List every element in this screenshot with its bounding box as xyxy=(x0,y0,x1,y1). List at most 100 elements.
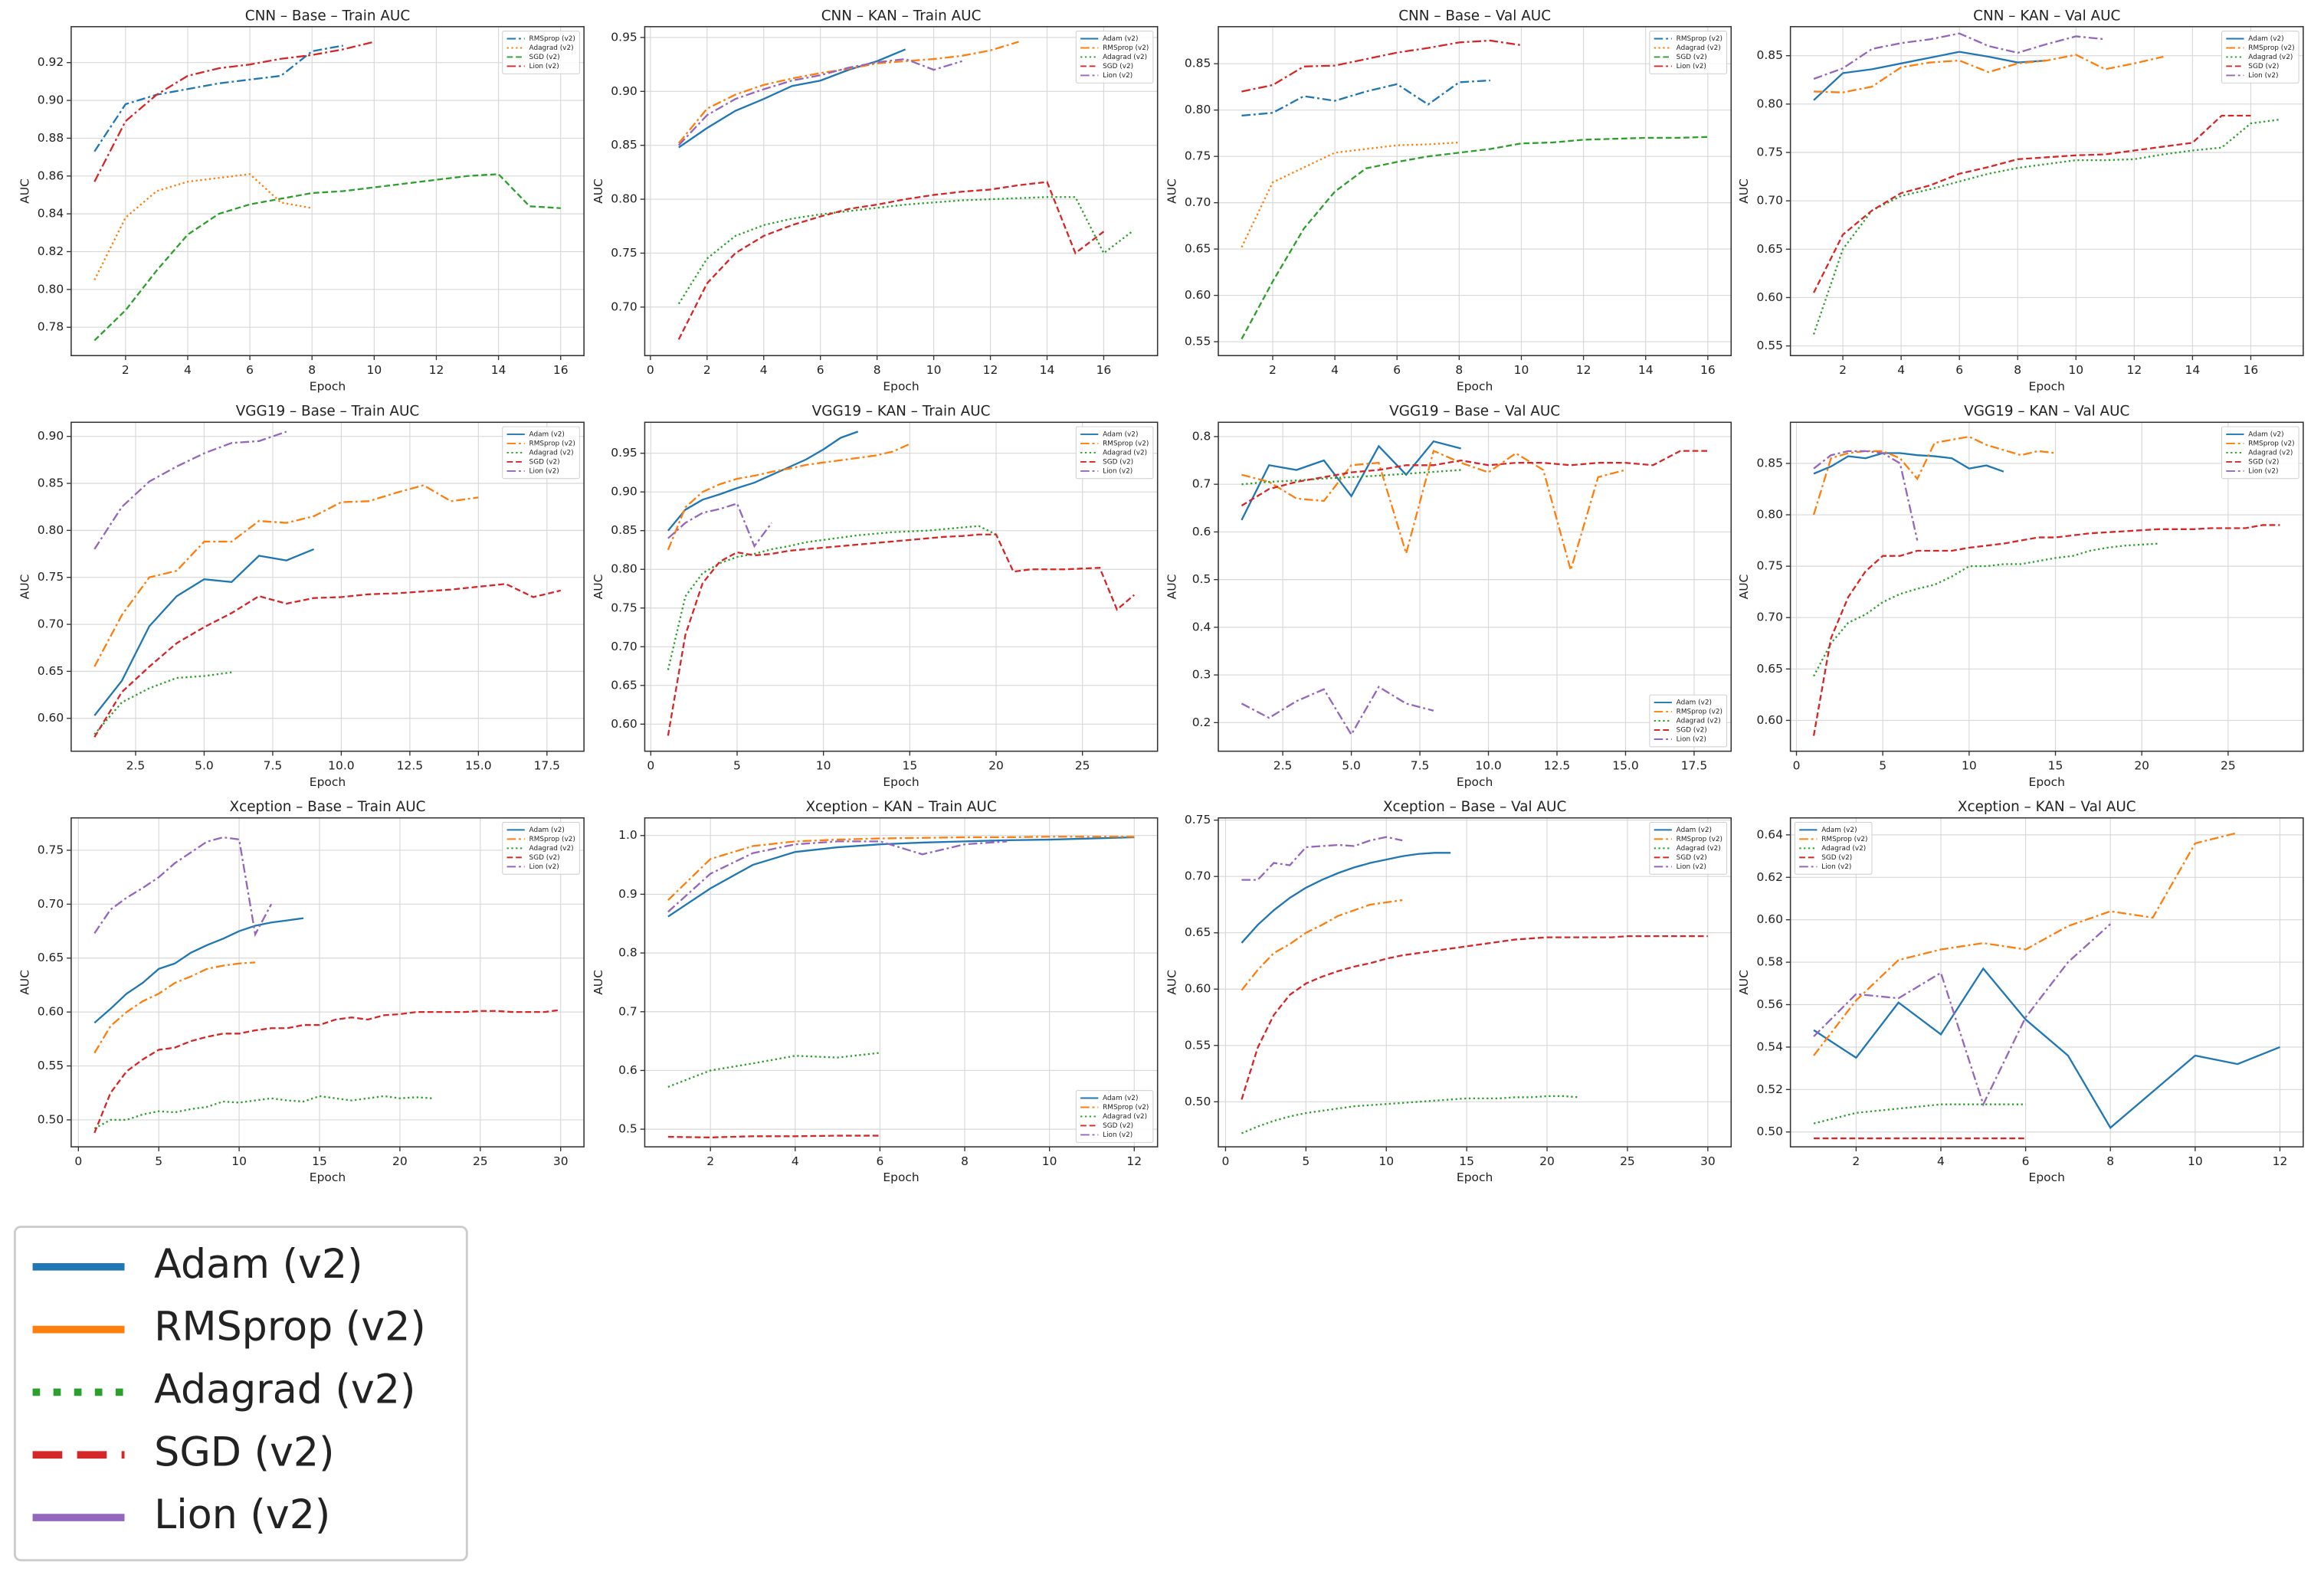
x-tick-label: 10 xyxy=(231,1154,247,1168)
y-tick-label: 0.75 xyxy=(611,601,637,614)
y-tick-label: 0.85 xyxy=(38,476,64,490)
legend-label: Lion (v2) xyxy=(1821,863,1851,871)
y-tick-label: 0.85 xyxy=(1185,57,1211,70)
y-tick-label: 0.8 xyxy=(1192,429,1211,443)
x-tick-label: 2 xyxy=(706,1154,714,1168)
series-line xyxy=(667,533,1136,736)
legend-label: Adam (v2) xyxy=(2248,35,2283,43)
series-line xyxy=(1813,114,2251,293)
x-tick-label: 30 xyxy=(553,1154,569,1168)
legend-label: Adagrad (v2) xyxy=(529,44,574,52)
legend-label: RMSprop (v2) xyxy=(529,836,575,843)
legend-label: Adam (v2) xyxy=(1103,1095,1138,1102)
x-tick-label: 5 xyxy=(1302,1154,1310,1168)
y-tick-label: 0.55 xyxy=(1757,339,1783,352)
legend-label: Adagrad (v2) xyxy=(1821,845,1866,853)
x-tick-label: 10 xyxy=(1042,1154,1057,1168)
x-axis-label: Epoch xyxy=(310,1170,346,1184)
y-axis-label: AUC xyxy=(18,575,31,600)
series-line xyxy=(677,41,1019,144)
x-tick-label: 16 xyxy=(1096,363,1112,377)
y-axis-label: AUC xyxy=(18,178,31,204)
x-tick-label: 10 xyxy=(816,759,831,773)
main-legend-label: Lion (v2) xyxy=(154,1492,330,1538)
legend-box xyxy=(2221,426,2299,480)
x-tick-label: 4 xyxy=(1897,363,1905,377)
y-tick-label: 0.80 xyxy=(38,523,64,537)
series-line xyxy=(1813,831,2238,1056)
legend-label: RMSprop (v2) xyxy=(2248,44,2294,52)
x-tick-label: 15 xyxy=(902,759,917,773)
series-line xyxy=(93,44,343,152)
y-tick-label: 0.9 xyxy=(618,887,638,901)
legend-label: Adagrad (v2) xyxy=(1103,1113,1147,1121)
chart-title: VGG19 – KAN – Train AUC xyxy=(812,404,991,420)
series-line xyxy=(1813,32,2106,80)
y-tick-label: 0.50 xyxy=(1757,1125,1783,1138)
x-tick-label: 10 xyxy=(926,363,942,377)
plot-area xyxy=(70,817,585,1147)
chart-title: Xception – KAN – Val AUC xyxy=(1958,799,2136,815)
series-line xyxy=(93,961,256,1054)
x-tick-label: 14 xyxy=(491,363,506,377)
y-tick-label: 0.75 xyxy=(1185,813,1211,827)
x-tick-label: 10 xyxy=(367,363,382,377)
x-tick-label: 20 xyxy=(1539,1154,1555,1168)
series-line xyxy=(93,917,304,1024)
y-tick-label: 0.60 xyxy=(1185,982,1211,996)
legend-label: SGD (v2) xyxy=(2248,63,2279,70)
plot-area xyxy=(70,26,585,356)
y-tick-label: 0.64 xyxy=(1757,827,1783,841)
legend-label: SGD (v2) xyxy=(2248,458,2279,466)
axes-frame xyxy=(644,817,1159,1147)
legend-label: Lion (v2) xyxy=(1103,72,1132,80)
x-tick-label: 8 xyxy=(2106,1154,2114,1168)
legend-box xyxy=(502,31,580,74)
y-tick-label: 0.85 xyxy=(1757,48,1783,62)
legend-label: Adam (v2) xyxy=(1103,35,1138,43)
legend-label: Lion (v2) xyxy=(529,467,559,475)
x-axis-label: Epoch xyxy=(2029,775,2065,789)
y-tick-label: 0.70 xyxy=(611,300,637,313)
y-tick-label: 0.60 xyxy=(1757,713,1783,727)
main-legend-box xyxy=(13,1226,468,1562)
x-tick-label: 2 xyxy=(1839,363,1847,377)
series-line xyxy=(93,671,232,735)
series-line xyxy=(1241,141,1460,248)
y-tick-label: 0.80 xyxy=(38,282,64,296)
series-line xyxy=(667,431,859,532)
legend-label: Lion (v2) xyxy=(2248,467,2278,475)
series-line xyxy=(1241,136,1708,339)
y-tick-label: 0.85 xyxy=(611,138,637,152)
axes-frame xyxy=(1789,26,2304,356)
chart-title: VGG19 – Base – Val AUC xyxy=(1389,404,1560,420)
x-tick-label: 0 xyxy=(1793,759,1801,773)
series-line xyxy=(1814,54,2164,93)
y-tick-label: 0.90 xyxy=(38,93,64,107)
x-tick-label: 16 xyxy=(553,363,569,377)
chart-title: Xception – KAN – Train AUC xyxy=(805,799,996,815)
series-line xyxy=(1241,686,1434,737)
y-tick-label: 0.65 xyxy=(1757,662,1783,676)
x-tick-label: 5 xyxy=(1879,759,1886,773)
x-tick-label: 12.5 xyxy=(397,759,423,773)
y-tick-label: 0.75 xyxy=(1185,149,1211,163)
x-axis-label: Epoch xyxy=(2029,379,2065,393)
y-axis-label: AUC xyxy=(1165,575,1179,600)
legend-label: Adagrad (v2) xyxy=(529,845,574,853)
series-line xyxy=(93,484,479,667)
x-tick-label: 8 xyxy=(1455,363,1463,377)
axes-frame xyxy=(644,421,1159,752)
plot-area xyxy=(70,422,585,751)
y-axis-label: AUC xyxy=(592,178,605,204)
x-tick-label: 6 xyxy=(1393,363,1401,377)
y-axis-label: AUC xyxy=(592,575,605,600)
x-tick-label: 10 xyxy=(2188,1154,2203,1168)
chart-title: CNN – Base – Train AUC xyxy=(245,8,410,24)
x-tick-label: 25 xyxy=(2221,759,2236,773)
legend-label: SGD (v2) xyxy=(1677,854,1707,862)
x-tick-label: 2.5 xyxy=(126,759,146,773)
y-tick-label: 0.70 xyxy=(1185,195,1211,209)
axes-frame xyxy=(1218,26,1732,356)
